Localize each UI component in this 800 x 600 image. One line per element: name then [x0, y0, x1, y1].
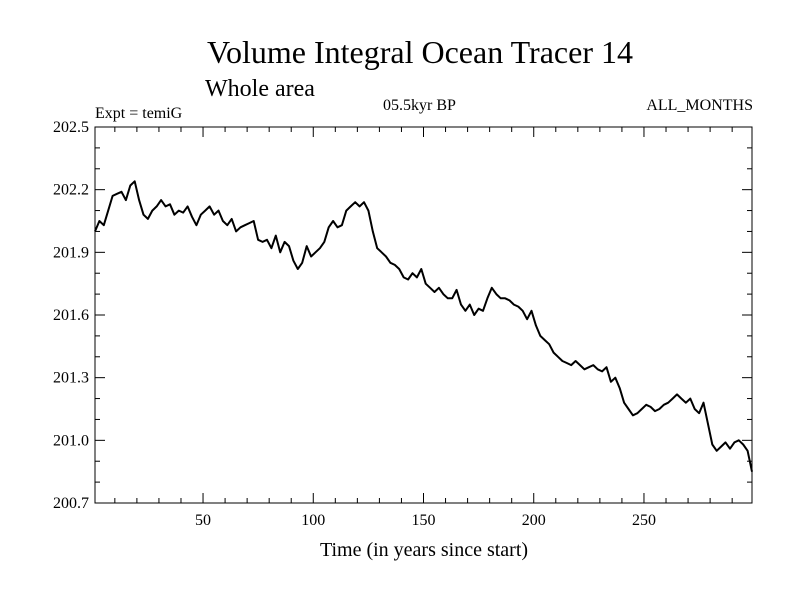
y-tick-label: 202.2 [53, 182, 89, 199]
months-label: ALL_MONTHS [646, 97, 753, 114]
y-tick-label: 200.7 [53, 495, 89, 512]
y-tick-label: 202.5 [53, 119, 89, 136]
series-line [94, 180, 753, 472]
plot-frame [94, 126, 753, 504]
y-tick-label: 201.0 [53, 432, 89, 449]
x-tick-label: 50 [195, 512, 211, 529]
period-label: 05.5kyr BP [383, 97, 456, 114]
y-tick-label: 201.9 [53, 244, 89, 261]
y-axis: 200.7 201.0 201.3 201.6 201.9 202.2 202.5 [53, 119, 752, 512]
chart-title: Volume Integral Ocean Tracer 14 [207, 34, 633, 70]
y-tick-label: 201.6 [53, 307, 89, 324]
x-tick-label: 200 [522, 512, 546, 529]
x-axis-label: Time (in years since start) [320, 539, 528, 561]
chart-subtitle: Whole area [205, 76, 315, 102]
x-tick-label: 150 [412, 512, 436, 529]
x-tick-label: 250 [632, 512, 656, 529]
expt-label: Expt = temiG [95, 105, 183, 122]
x-tick-label: 100 [301, 512, 325, 529]
x-axis: 50 100 150 200 250 [114, 127, 733, 529]
y-tick-label: 201.3 [53, 370, 89, 387]
